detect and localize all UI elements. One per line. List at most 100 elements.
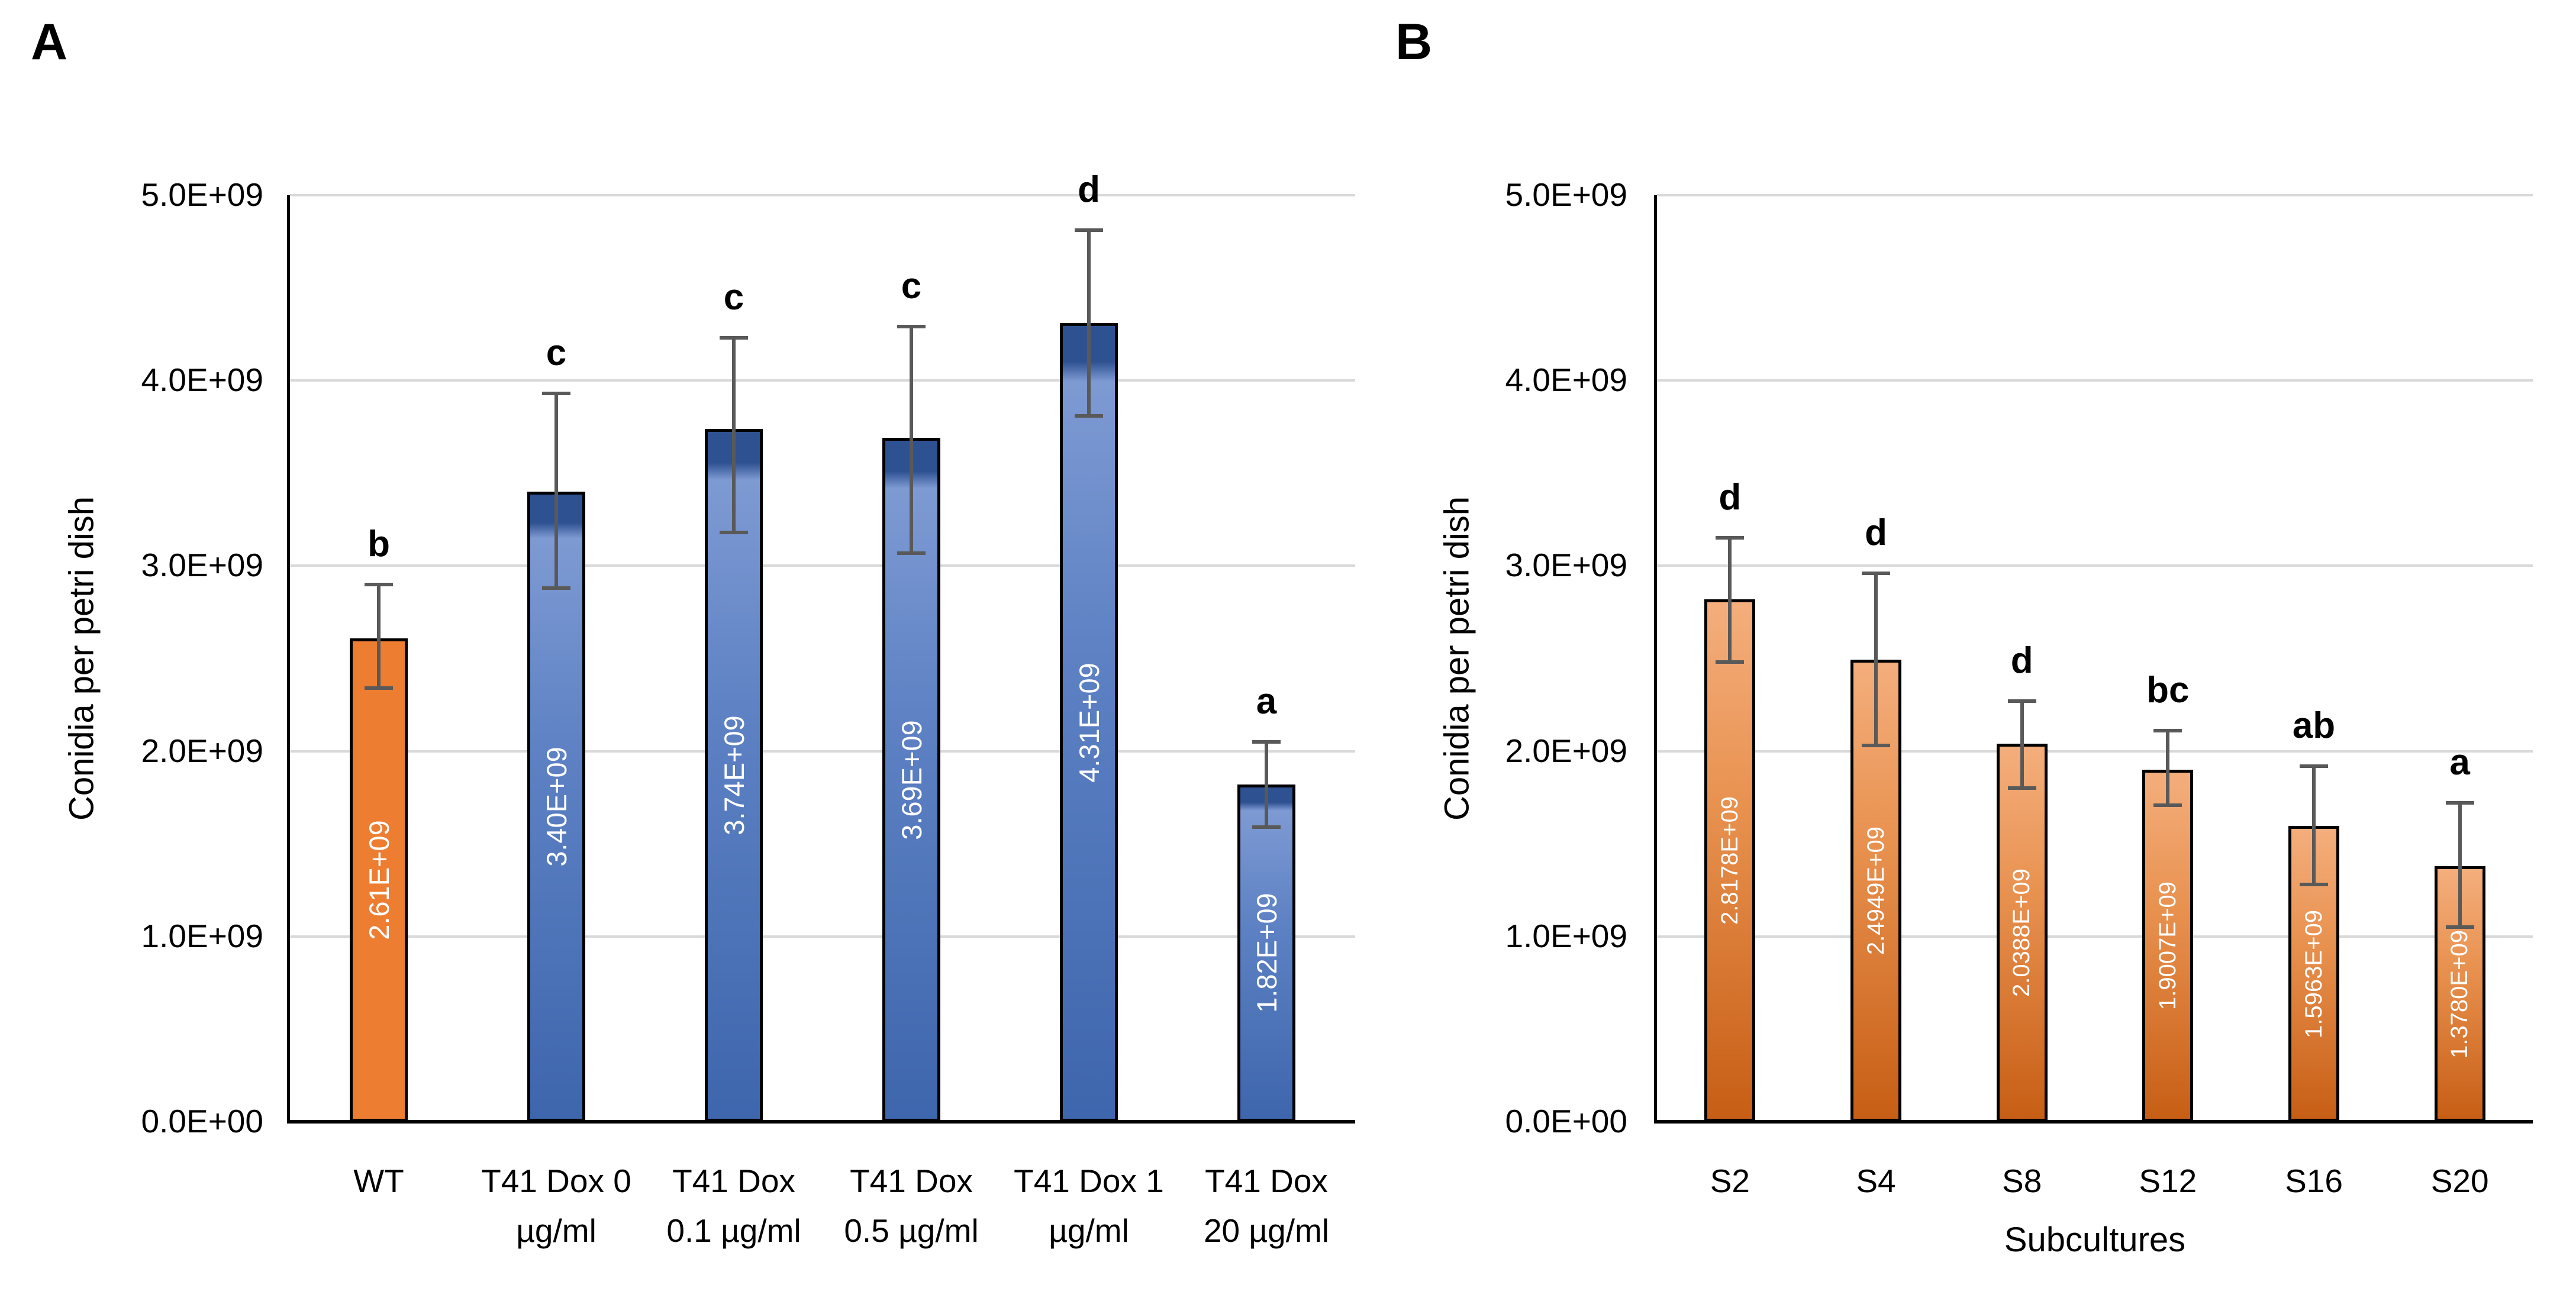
y-tick-label: 5.0E+09 xyxy=(1505,176,1627,213)
y-tick-label: 5.0E+09 xyxy=(141,176,263,213)
significance-letter: a xyxy=(2449,742,2470,783)
error-bar-cap-bottom xyxy=(720,531,748,535)
bar-a-1: 3.40E+09 xyxy=(527,492,585,1122)
significance-letter: d xyxy=(1719,477,1742,518)
panel-b-letter: B xyxy=(1395,14,1433,70)
bar-value-label: 3.40E+09 xyxy=(540,747,572,867)
bar-a-4: 4.31E+09 xyxy=(1060,323,1118,1122)
x-tick-label: S20 xyxy=(2430,1163,2489,1199)
error-bar-cap-bottom xyxy=(1716,660,1745,664)
error-bar-cap-top xyxy=(2153,729,2182,733)
bar-b-2: 2.0388E+09 xyxy=(1996,744,2048,1122)
y-tick-label: 0.0E+00 xyxy=(1505,1103,1627,1139)
significance-letter: d xyxy=(1078,169,1100,211)
x-tick-label: T41 Dox 1 µg/ml xyxy=(1014,1163,1164,1249)
error-bar-whisker xyxy=(2166,729,2170,807)
gridline xyxy=(290,194,1355,196)
panel-b-x-axis-title: Subcultures xyxy=(2004,1221,2186,1259)
error-bar-cap-bottom xyxy=(1862,744,1890,748)
error-bar-whisker xyxy=(2312,764,2316,887)
error-bar-cap-bottom xyxy=(2445,925,2474,929)
bar-a-0: 2.61E+09 xyxy=(350,638,408,1122)
error-bar-cap-bottom xyxy=(1075,414,1103,418)
gridline xyxy=(1657,194,2533,196)
error-bar-cap-bottom xyxy=(365,686,393,690)
bar-value-label: 3.69E+09 xyxy=(895,719,927,840)
bar-b-3: 1.9007E+09 xyxy=(2142,769,2194,1122)
gridline xyxy=(1657,379,2533,382)
error-bar-cap-bottom xyxy=(542,586,570,590)
error-bar-whisker xyxy=(2020,699,2024,790)
error-bar-cap-bottom xyxy=(2153,803,2182,807)
error-bar-whisker xyxy=(1874,571,1878,748)
x-axis-line xyxy=(1654,1120,2533,1124)
bar-value-label: 1.9007E+09 xyxy=(2154,881,2181,1010)
gridline xyxy=(290,750,1355,753)
error-bar-whisker xyxy=(1265,740,1268,829)
bar-value-label: 1.82E+09 xyxy=(1250,893,1282,1013)
y-tick-label: 4.0E+09 xyxy=(1505,361,1627,399)
error-bar-whisker xyxy=(554,392,558,590)
significance-letter: b xyxy=(367,523,390,564)
gridline xyxy=(1657,750,2533,753)
bar-value-label: 1.3780E+09 xyxy=(2446,929,2473,1058)
x-tick-label: WT xyxy=(353,1163,404,1199)
bar-a-5: 1.82E+09 xyxy=(1237,784,1295,1122)
significance-letter: c xyxy=(546,332,567,373)
significance-letter: bc xyxy=(2146,670,2190,711)
gridline xyxy=(290,564,1355,567)
bar-value-label: 2.4949E+09 xyxy=(1862,826,1889,955)
error-bar-cap-top xyxy=(720,336,748,340)
y-tick-label: 3.0E+09 xyxy=(141,547,263,584)
y-tick-label: 1.0E+09 xyxy=(1505,917,1627,954)
x-tick-label: S12 xyxy=(2139,1163,2197,1199)
error-bar-cap-top xyxy=(1862,571,1890,575)
bar-value-label: 2.0388E+09 xyxy=(2008,869,2035,997)
error-bar-whisker xyxy=(732,336,736,535)
significance-letter: ab xyxy=(2292,705,2336,746)
y-tick-label: 1.0E+09 xyxy=(141,917,263,954)
error-bar-cap-top xyxy=(2445,801,2474,805)
error-bar-whisker xyxy=(377,582,381,690)
error-bar-cap-top xyxy=(542,392,570,395)
y-tick-label: 2.0E+09 xyxy=(1505,732,1627,769)
error-bar-cap-top xyxy=(1252,740,1281,744)
bar-b-1: 2.4949E+09 xyxy=(1850,659,1901,1122)
significance-letter: a xyxy=(1256,680,1277,722)
error-bar-whisker xyxy=(2458,801,2462,929)
error-bar-whisker xyxy=(1087,228,1091,418)
y-tick-label: 0.0E+00 xyxy=(141,1103,263,1139)
error-bar-cap-top xyxy=(2007,699,2036,703)
gridline xyxy=(1657,935,2533,938)
panel-a-letter: A xyxy=(31,14,68,70)
panel-b-y-axis-title: Conidia per petri dish xyxy=(1437,496,1476,821)
significance-letter: c xyxy=(901,266,922,307)
bar-a-2: 3.74E+09 xyxy=(705,428,763,1122)
bar-value-label: 2.8178E+09 xyxy=(1716,796,1743,925)
gridline xyxy=(290,379,1355,382)
x-tick-label: S4 xyxy=(1856,1163,1896,1199)
x-tick-label: S16 xyxy=(2285,1163,2343,1199)
y-tick-label: 2.0E+09 xyxy=(141,732,263,769)
y-tick-label: 3.0E+09 xyxy=(1505,547,1627,584)
x-tick-label: S2 xyxy=(1710,1163,1750,1199)
bar-b-4: 1.5963E+09 xyxy=(2288,826,2339,1122)
error-bar-cap-top xyxy=(2300,764,2328,768)
plot-B: 2.8178E+09 d 2.4949E+09 d 2.0388E+09 d 1.9007E… xyxy=(1654,194,2533,1124)
x-tick-label: T41 Dox 0.5 µg/ml xyxy=(844,1163,979,1249)
gridline xyxy=(1657,564,2533,567)
error-bar-whisker xyxy=(1728,536,1732,664)
significance-letter: d xyxy=(2010,640,2033,681)
bar-value-label: 2.61E+09 xyxy=(363,820,395,940)
bar-b-0: 2.8178E+09 xyxy=(1704,599,1756,1122)
error-bar-cap-top xyxy=(1075,228,1103,233)
y-tick-label: 4.0E+09 xyxy=(141,361,263,399)
error-bar-cap-top xyxy=(1716,536,1745,540)
significance-letter: d xyxy=(1865,512,1887,553)
x-tick-label: T41 Dox 20 µg/ml xyxy=(1203,1163,1330,1249)
x-tick-label: T41 Dox 0 µg/ml xyxy=(481,1163,631,1249)
plot-A: 2.61E+09 b 3.40E+09 c 3.74E+09 c 3.69E+09 c 4.31… xyxy=(287,172,1355,1124)
error-bar-cap-bottom xyxy=(1252,825,1281,829)
significance-letter: c xyxy=(723,277,744,318)
